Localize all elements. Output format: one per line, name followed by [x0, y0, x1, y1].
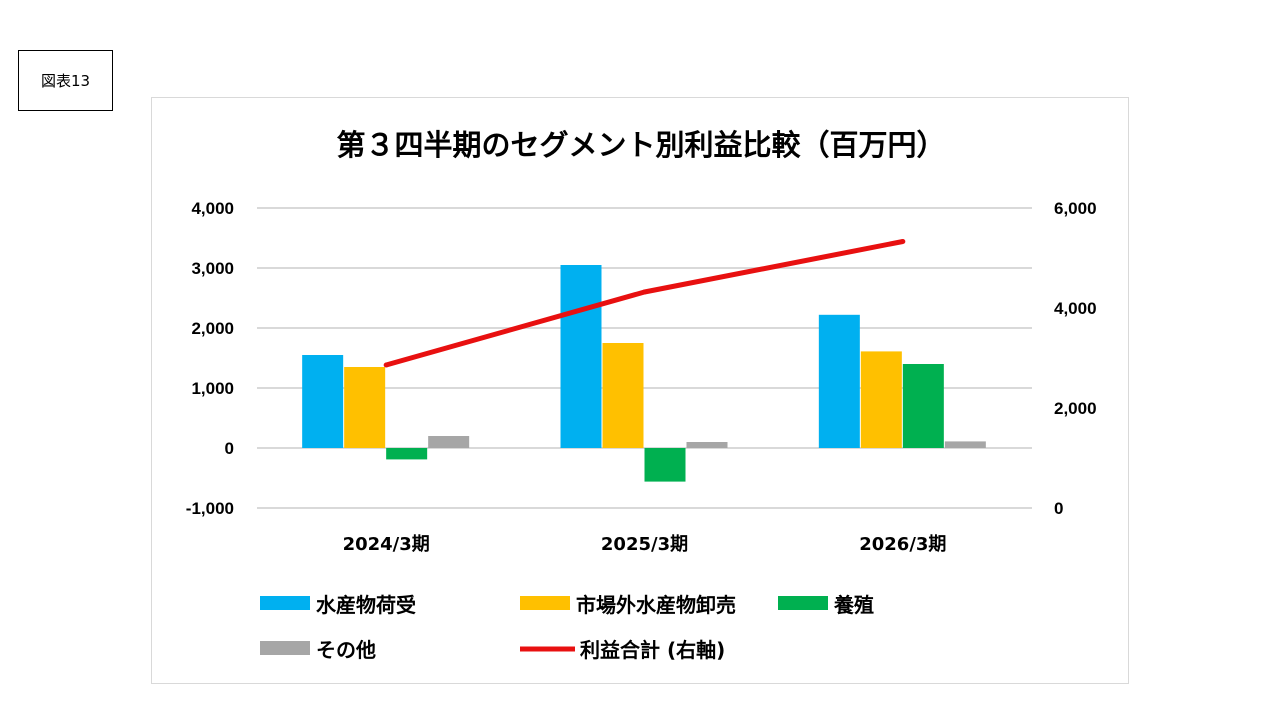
bar-4-2 — [686, 442, 728, 448]
left-tick-label: 4,000 — [191, 199, 234, 218]
bars — [302, 265, 986, 482]
category-label: 2025/3期 — [601, 534, 688, 555]
left-tick-label: 3,000 — [191, 259, 234, 278]
left-tick-label: -1,000 — [186, 499, 234, 518]
bar-2-2 — [602, 343, 644, 448]
legend-label: 養殖 — [833, 593, 874, 617]
legend-label: 市場外水産物卸売 — [576, 593, 736, 617]
legend-item: 養殖 — [778, 593, 874, 617]
segment-profit-chart: 第３四半期のセグメント別利益比較（百万円） 4,000 3,000 2,000 1,0… — [186, 128, 1097, 662]
legend-label: 水産物荷受 — [316, 593, 416, 617]
legend-item: その他 — [260, 638, 376, 662]
category-labels: 2024/3期 2025/3期 2026/3期 — [343, 534, 947, 555]
chart-frame: 第３四半期のセグメント別利益比較（百万円） 4,000 3,000 2,000 1,0… — [151, 97, 1129, 684]
bar-2-1 — [344, 367, 386, 448]
left-axis: 4,000 3,000 2,000 1,000 0 -1,000 — [186, 199, 234, 518]
profit-total-point — [900, 239, 906, 244]
profit-total-line — [383, 239, 906, 368]
right-axis: 6,000 4,000 2,000 0 — [1054, 199, 1097, 518]
legend-swatch — [778, 596, 828, 610]
profit-total-point — [383, 362, 389, 368]
bar-1-3 — [818, 314, 860, 448]
category-label: 2024/3期 — [343, 534, 430, 555]
right-tick-label: 4,000 — [1054, 299, 1097, 318]
legend-item: 水産物荷受 — [260, 593, 416, 617]
profit-total-point — [642, 289, 647, 295]
right-tick-label: 2,000 — [1054, 399, 1097, 418]
bar-3-2 — [644, 448, 686, 482]
legend-item: 市場外水産物卸売 — [520, 593, 736, 617]
left-tick-label: 1,000 — [191, 379, 234, 398]
category-label: 2026/3期 — [859, 534, 946, 555]
legend-swatch — [260, 596, 310, 610]
legend-item: 利益合計 (右軸) — [520, 638, 725, 662]
bar-3-1 — [386, 448, 428, 460]
bar-1-2 — [560, 265, 602, 448]
legend-label: その他 — [316, 638, 376, 662]
right-tick-label: 0 — [1054, 499, 1063, 518]
legend-label: 利益合計 (右軸) — [580, 638, 725, 662]
bar-4-3 — [944, 441, 986, 448]
bar-4-1 — [428, 436, 470, 448]
legend-swatch — [520, 596, 570, 610]
legend-swatch — [260, 641, 310, 655]
bar-3-3 — [902, 364, 944, 448]
left-tick-label: 0 — [225, 439, 234, 458]
left-tick-label: 2,000 — [191, 319, 234, 338]
figure-label: 図表13 — [18, 50, 113, 111]
right-tick-label: 6,000 — [1054, 199, 1097, 218]
bar-1-1 — [302, 355, 344, 448]
chart-title: 第３四半期のセグメント別利益比較（百万円） — [336, 128, 945, 162]
bar-2-3 — [860, 351, 902, 448]
